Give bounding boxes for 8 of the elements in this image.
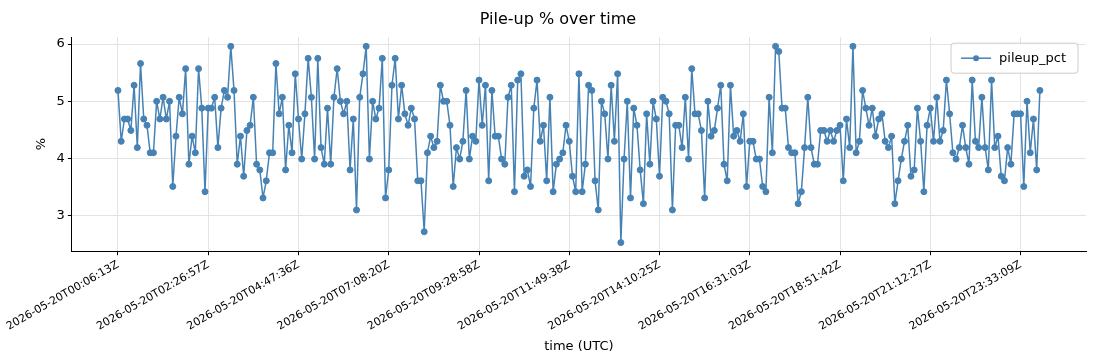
y-tick-label: 3 [56, 207, 65, 223]
y-axis-title: % [33, 138, 49, 151]
y-tick-label: 5 [56, 92, 65, 108]
legend-label: pileup_pct [999, 49, 1067, 65]
chart-title: Pile-up % over time [479, 8, 637, 28]
y-tick-label: 4 [56, 149, 65, 165]
y-tick-label: 6 [56, 35, 65, 51]
x-axis-title: time (UTC) [544, 337, 614, 353]
